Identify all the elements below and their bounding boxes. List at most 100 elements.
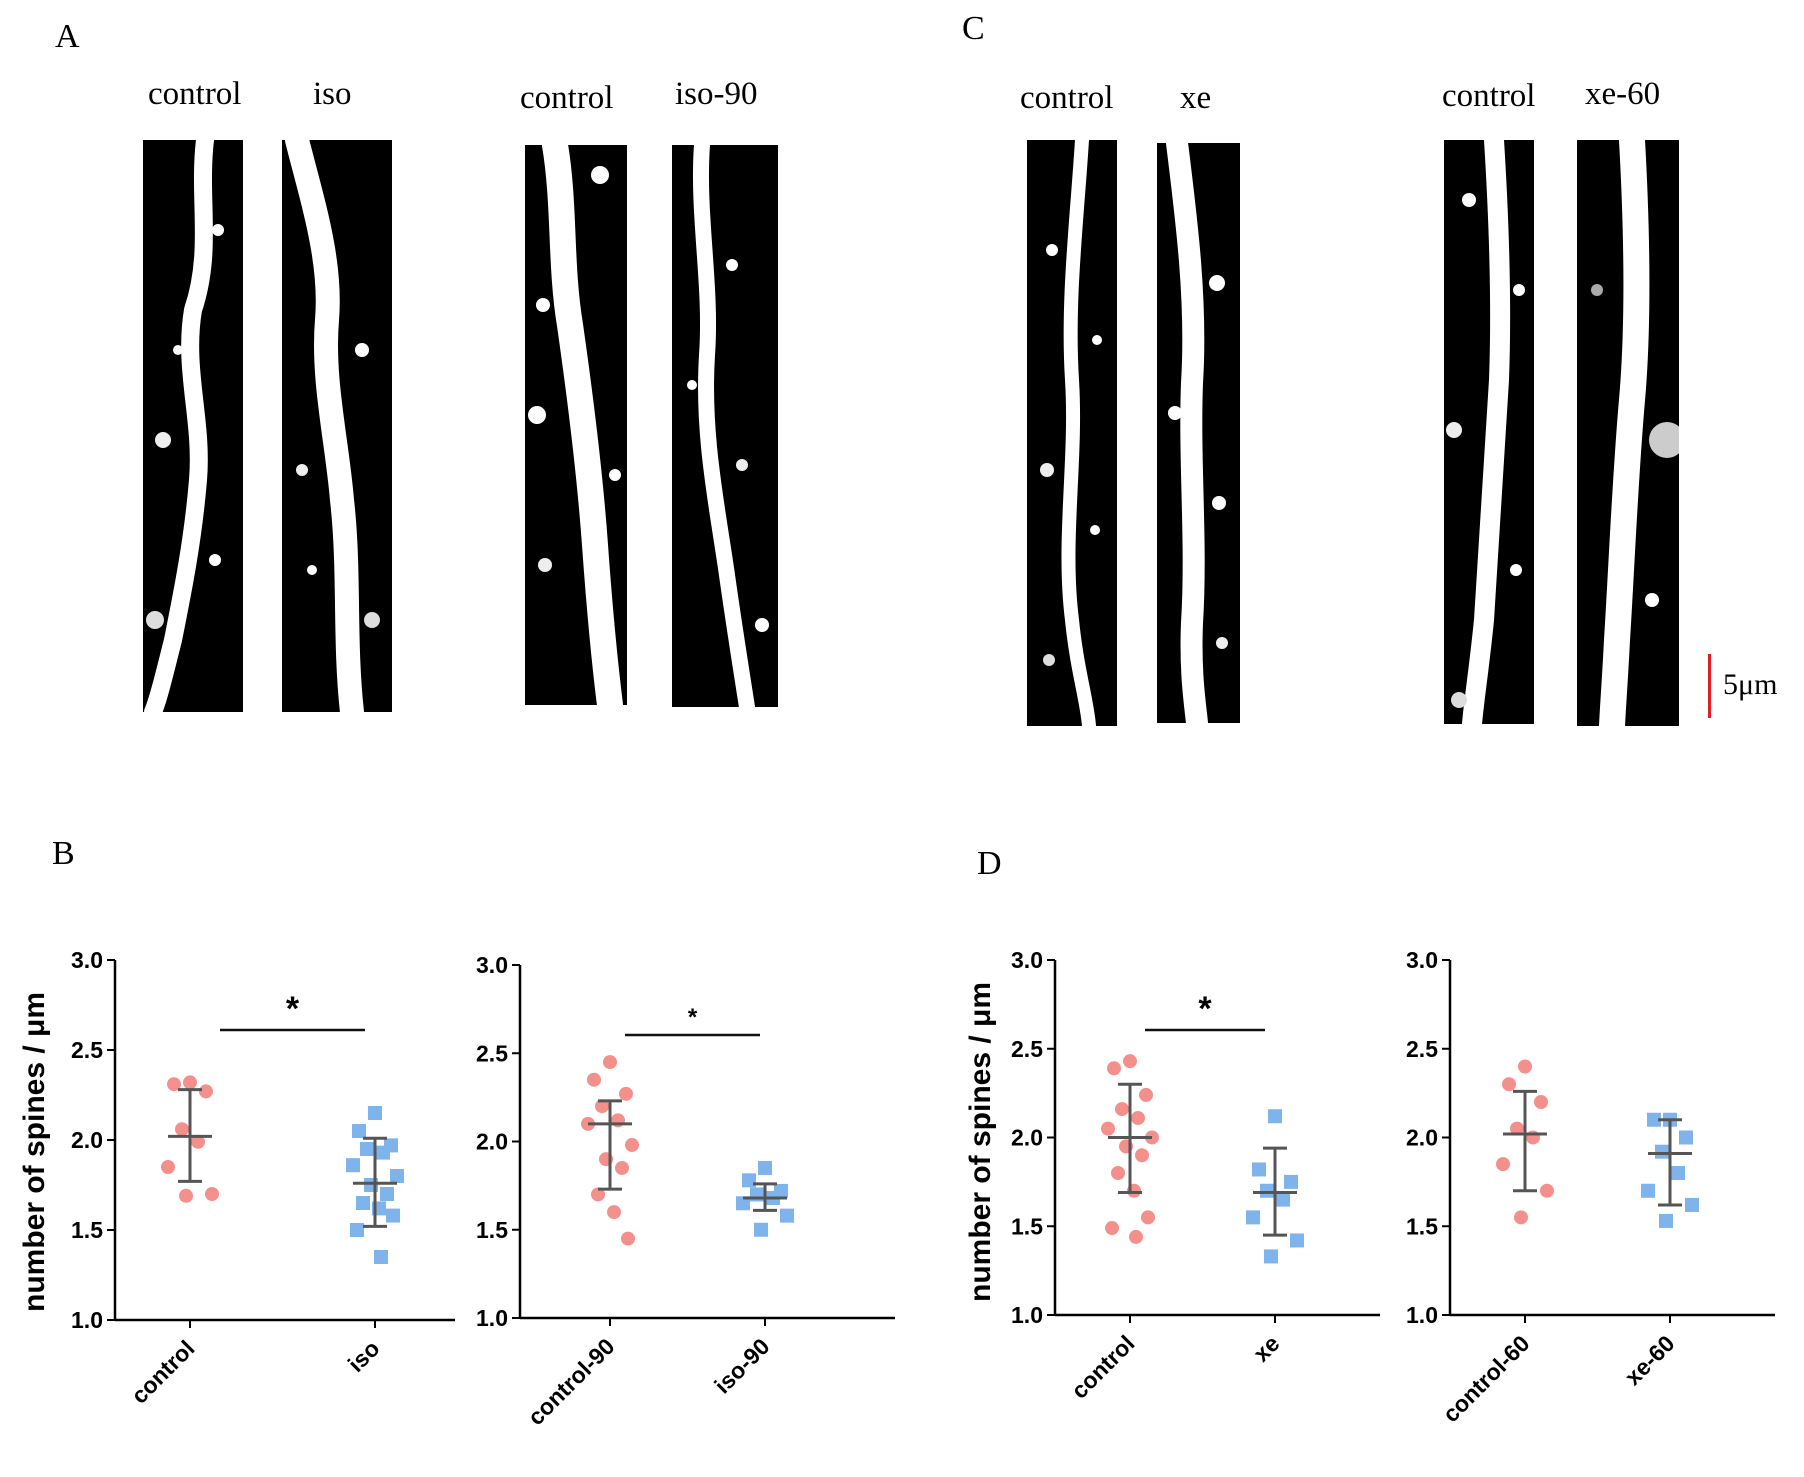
plot-b-left: 1.0 1.5 2.0 2.5 3.0 control iso * [60,940,470,1445]
data-point [1252,1162,1266,1177]
data-point [1502,1077,1516,1092]
image-label-a1-iso: iso [313,76,352,112]
data-point [1641,1183,1655,1198]
data-point [1107,1061,1121,1076]
y-tick-label: 2.5 [476,1040,508,1066]
x-tick-label: control-90 [523,1333,620,1430]
y-tick-label: 2.0 [1011,1125,1043,1151]
data-point [350,1223,364,1237]
plot-d-left: 1.0 1.5 2.0 2.5 3.0 control xe * [1010,930,1390,1435]
data-point [1496,1157,1510,1172]
y-axis-label-b: number of spines / μm [18,991,51,1312]
micrograph-c-control [1027,140,1117,726]
data-point [587,1072,601,1087]
data-point [1510,1121,1524,1136]
data-point [1105,1221,1119,1236]
y-tick-label: 3.0 [71,947,103,973]
data-point [1111,1166,1125,1180]
data-point [368,1106,382,1120]
data-point [621,1231,635,1246]
y-tick-label: 2.5 [71,1037,103,1063]
data-point [205,1187,219,1201]
panel-letter-a: A [55,18,80,55]
y-axis-label-d: number of spines / μm [964,981,997,1302]
plot-b-right: 1.0 1.5 2.0 2.5 3.0 control-90 iso-90 * [465,940,905,1445]
data-point [1264,1249,1278,1264]
data-point [1671,1166,1685,1180]
data-point [780,1208,794,1223]
y-tick-label: 1.5 [1011,1213,1043,1239]
y-tick-label: 1.0 [476,1305,508,1331]
data-point [380,1187,394,1201]
data-point [1284,1174,1298,1189]
image-label-a2-iso90: iso-90 [675,76,758,112]
data-point [167,1077,181,1092]
data-point [742,1173,756,1188]
y-tick-label: 1.5 [476,1217,508,1243]
y-tick-label: 1.0 [1011,1302,1043,1328]
data-point [1123,1054,1137,1069]
data-point [607,1205,621,1220]
y-tick-label: 3.0 [1406,947,1438,973]
scale-bar [1708,654,1711,718]
data-point [1141,1210,1155,1225]
data-point [360,1142,374,1156]
data-point [374,1250,388,1264]
data-point [1534,1095,1548,1109]
data-point [376,1145,390,1160]
data-point [603,1055,617,1070]
y-tick-label: 3.0 [1011,947,1043,973]
data-point [1290,1233,1304,1248]
data-point [736,1196,750,1211]
data-point [1276,1192,1290,1207]
data-point [1260,1183,1274,1198]
data-point [183,1075,197,1090]
data-point [390,1169,404,1183]
data-point [619,1086,633,1101]
data-point [754,1222,768,1237]
data-point [615,1160,629,1175]
data-point [1647,1112,1661,1127]
panel-letter-d: D [977,845,1002,882]
data-point [1131,1110,1145,1125]
plot-b-right-svg: 1.0 1.5 2.0 2.5 3.0 control-90 iso-90 * [476,952,895,1430]
y-tick-label: 1.0 [71,1307,103,1333]
data-point [1129,1229,1143,1244]
significance-star: * [688,1004,698,1031]
data-point [1679,1130,1693,1145]
data-point [179,1188,193,1203]
image-label-a2-control: control [520,80,614,116]
data-point [1685,1197,1699,1212]
y-tick-label: 2.0 [1406,1125,1438,1151]
y-tick-label: 1.5 [1406,1213,1438,1239]
data-point [1659,1213,1673,1228]
micrograph-a-iso [282,140,392,712]
plot-d-right-svg: 1.0 1.5 2.0 2.5 3.0 control-60 xe-60 [1406,947,1775,1427]
data-point [1518,1059,1532,1074]
micrograph-a-control [143,140,243,712]
plot-d-right: 1.0 1.5 2.0 2.5 3.0 control-60 xe-60 [1405,930,1785,1435]
data-point [356,1196,370,1210]
y-tick-label: 1.5 [71,1217,103,1243]
x-tick-label: control [1066,1330,1140,1404]
micrograph-c-control-60 [1444,140,1534,724]
x-tick-label: iso [343,1335,385,1377]
image-label-c1-control: control [1020,80,1114,116]
significance-star: * [286,990,300,1028]
micrograph-c-xe [1157,143,1240,723]
micrograph-a-control-90 [525,145,627,705]
data-point [595,1099,609,1114]
scale-bar-label: 5μm [1723,668,1778,701]
data-point [191,1134,205,1149]
y-tick-label: 2.0 [71,1127,103,1153]
plot-d-left-svg: 1.0 1.5 2.0 2.5 3.0 control xe * [1011,947,1380,1404]
image-label-a1-control: control [148,76,242,112]
data-point [1514,1210,1528,1225]
data-point [625,1138,639,1153]
data-point [1246,1210,1260,1225]
data-point [346,1158,360,1173]
y-tick-label: 2.5 [1011,1036,1043,1062]
data-point [199,1084,213,1099]
y-tick-label: 3.0 [476,952,508,978]
x-tick-label: xe-60 [1620,1330,1680,1390]
